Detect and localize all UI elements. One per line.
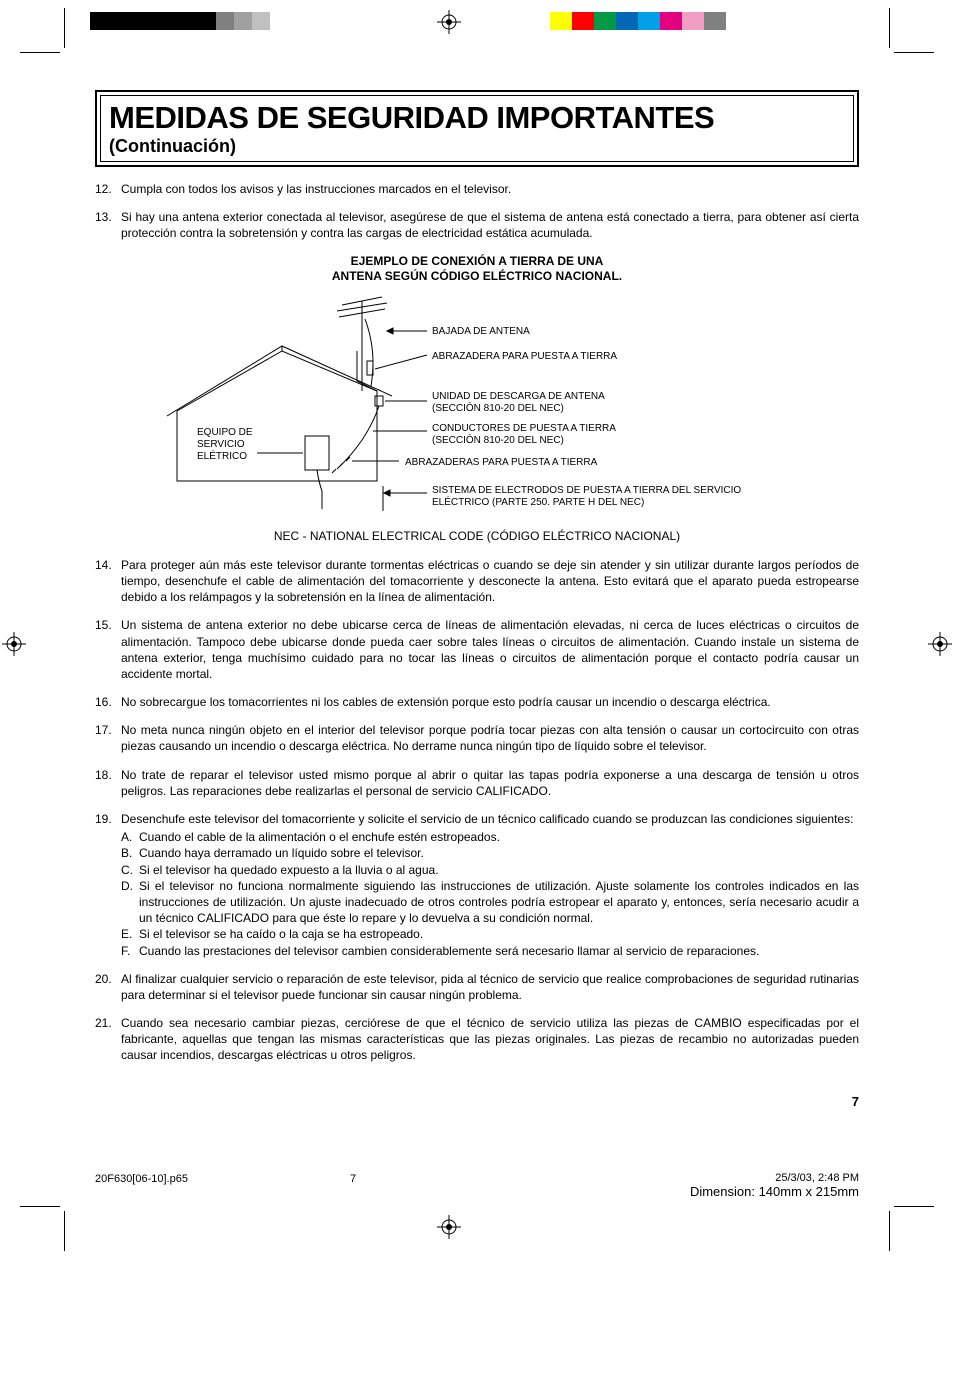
label-sistema-l1: SISTEMA DE ELECTRODOS DE PUESTA A TIERRA… <box>432 485 741 496</box>
label-equipo-l2: SERVICIO <box>197 439 245 450</box>
item-13-text: Si hay una antena exterior conectada al … <box>121 209 859 241</box>
item-14: 14.Para proteger aún más este televisor … <box>95 557 859 606</box>
item-18: 18.No trate de reparar el televisor uste… <box>95 767 859 799</box>
diagram-title-l1: EJEMPLO DE CONEXIÓN A TIERRA DE UNA <box>351 254 604 268</box>
label-unidad-l1: UNIDAD DE DESCARGA DE ANTENA <box>432 391 605 402</box>
label-sistema-l2: ELÉCTRICO (PARTE 250. PARTE H DEL NEC) <box>432 495 644 508</box>
page-title: MEDIDAS DE SEGURIDAD IMPORTANTES <box>109 100 714 135</box>
label-abrazaderas: ABRAZADERAS PARA PUESTA A TIERRA <box>405 457 598 468</box>
item-12-text: Cumpla con todos los avisos y las instru… <box>121 181 859 197</box>
item-19-sublist: A.Cuando el cable de la alimentación o e… <box>121 829 859 959</box>
item-21: 21.Cuando sea necesario cambiar piezas, … <box>95 1015 859 1064</box>
item-19-lead: Desenchufe este televisor del tomacorrie… <box>121 812 853 826</box>
label-equipo-l3: ELÉTRICO <box>197 449 247 462</box>
item-12: 12.Cumpla con todos los avisos y las ins… <box>95 181 859 197</box>
label-conductores-l2: (SECCIÓN 810-20 DEL NEC) <box>432 433 564 446</box>
page-title-cont: (Continuación) <box>109 136 236 156</box>
footer-page: 7 <box>350 1173 356 1185</box>
diagram-caption: NEC - NATIONAL ELECTRICAL CODE (CÓDIGO E… <box>95 529 859 543</box>
footer-date: 25/3/03, 2:48 PM <box>775 1172 859 1184</box>
footer-dimension: Dimension: 140mm x 215mm <box>690 1184 859 1199</box>
footer-file: 20F630[06-10].p65 <box>95 1173 188 1185</box>
item-19: 19. Desenchufe este televisor del tomaco… <box>95 811 859 959</box>
label-conductores-l1: CONDUCTORES DE PUESTA A TIERRA <box>432 423 616 434</box>
diagram-title-l2: ANTENA SEGÚN CÓDIGO ELÉCTRICO NACIONAL. <box>332 269 622 283</box>
label-unidad-l2: (SECCIÓN 810-20 DEL NEC) <box>432 401 564 414</box>
safety-list-mid: 14.Para proteger aún más este televisor … <box>95 557 859 1064</box>
item-20: 20.Al finalizar cualquier servicio o rep… <box>95 971 859 1003</box>
item-15: 15.Un sistema de antena exterior no debe… <box>95 617 859 682</box>
label-equipo-l1: EQUIPO DE <box>197 427 253 438</box>
title-box: MEDIDAS DE SEGURIDAD IMPORTANTES (Contin… <box>95 90 859 167</box>
item-16: 16.No sobrecargue los tomacorrientes ni … <box>95 694 859 710</box>
diagram-svg: BAJADA DE ANTENA ABRAZADERA PARA PUESTA … <box>127 291 827 521</box>
item-17: 17.No meta nunca ningún objeto en el int… <box>95 722 859 754</box>
item-13: 13.Si hay una antena exterior conectada … <box>95 209 859 241</box>
print-footer: 20F630[06-10].p65 7 25/3/03, 2:48 PM Dim… <box>95 1149 859 1209</box>
label-abrazadera: ABRAZADERA PARA PUESTA A TIERRA <box>432 351 617 362</box>
safety-list-top: 12.Cumpla con todos los avisos y las ins… <box>95 181 859 242</box>
label-bajada: BAJADA DE ANTENA <box>432 326 530 337</box>
page-number: 7 <box>95 1094 859 1109</box>
grounding-diagram: EJEMPLO DE CONEXIÓN A TIERRA DE UNA ANTE… <box>95 254 859 543</box>
